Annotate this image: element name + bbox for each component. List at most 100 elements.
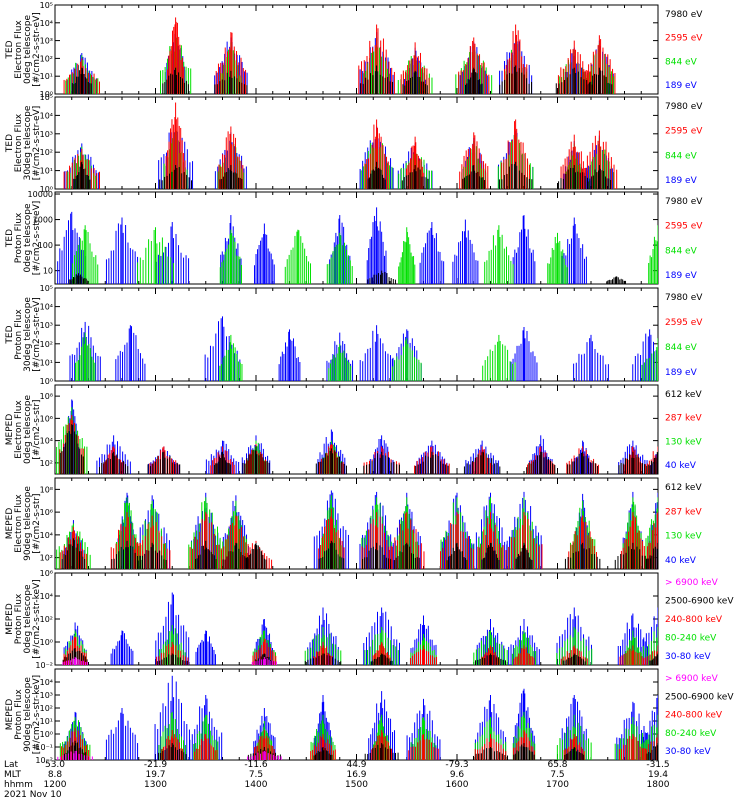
y-axis-label: [#/cm2-s-str-eV] — [32, 297, 42, 372]
legend-entry: 2595 eV — [665, 34, 703, 44]
y-tick-label: 10² — [40, 459, 53, 468]
y-axis-label: Electron Flux — [14, 494, 24, 553]
legend-entry: 2500-6900 keV — [665, 692, 734, 702]
y-axis-label: TED — [5, 134, 15, 153]
data-layer — [63, 17, 616, 94]
legend-entry: 2595 eV — [665, 318, 703, 328]
y-tick-label: 10⁴ — [40, 19, 53, 28]
legend-entry: 189 eV — [665, 176, 698, 186]
y-axis-label: MEPED — [5, 699, 15, 731]
y-axis-label: 0deg telescope — [23, 203, 33, 273]
data-layer — [56, 490, 658, 569]
y-tick-label: 10² — [40, 340, 53, 349]
series-green — [72, 225, 658, 284]
y-axis-label: Proton Flux — [14, 689, 24, 740]
y-tick-label: 10³ — [40, 321, 53, 330]
y-tick-label: 10¹ — [40, 167, 53, 176]
legend-entry: 844 eV — [665, 343, 698, 353]
panel-2: 10⁰ 10¹ 10² 10³ 10⁴ 10⁵ TED Electron Flux 30deg … — [5, 93, 703, 194]
y-axis-label: TED — [5, 325, 15, 344]
y-tick-label: 10² — [40, 554, 53, 563]
y-tick-label: 10⁴ — [40, 531, 53, 540]
legend-entry: 612 keV — [665, 390, 702, 400]
legend-entry: 240-800 keV — [665, 615, 723, 625]
legend-entry: > 6900 keV — [665, 578, 719, 588]
legend-entry: 130 keV — [665, 532, 702, 542]
y-axis-label: 30deg telescope — [23, 105, 33, 180]
y-tick-label: 10⁰ — [40, 90, 53, 99]
legend-entry: 612 keV — [665, 483, 702, 493]
y-axis-label: MEPED — [5, 414, 15, 446]
y-tick-label: 10 — [43, 267, 53, 276]
panel-3: 10 100 1000 10000 TED Proton Flux 0deg telesco… — [5, 190, 703, 285]
y-tick-label: 10⁰ — [40, 730, 53, 739]
panel-6: 10² 10⁴ 10⁶ 10⁸ MEPED Electron Flux 90deg tele… — [5, 477, 702, 570]
y-tick-label: 10⁴ — [40, 437, 53, 446]
y-tick-label: 10⁻² — [35, 661, 53, 670]
y-tick-label: 10⁴ — [40, 592, 53, 601]
y-tick-label: 10⁵ — [40, 1, 53, 10]
legend-entry: 844 eV — [665, 151, 698, 161]
series-black — [73, 161, 612, 189]
y-tick-label: 10² — [40, 704, 53, 713]
panel-4: 10⁰ 10¹ 10² 10³ 10⁴ 10⁵ TED Proton Flux 30deg te… — [5, 284, 703, 386]
y-tick-label: 10⁰ — [40, 638, 53, 647]
legend-entry: 130 keV — [665, 437, 702, 447]
series-blue — [66, 28, 614, 94]
y-tick-label: 10³ — [40, 37, 53, 46]
y-tick-label: 10¹ — [40, 72, 53, 81]
panel-1: 10⁰ 10¹ 10² 10³ 10⁴ 10⁵ TED Electron Flux 0deg t… — [5, 1, 703, 99]
legend-entry: 30-80 keV — [665, 747, 711, 757]
legend-entry: 189 eV — [665, 271, 698, 281]
data-layer — [69, 316, 658, 381]
legend-entry: 2595 eV — [665, 127, 703, 137]
legend-entry: 189 eV — [665, 368, 698, 378]
y-axis-label: Electron Flux — [14, 400, 24, 459]
panel-8: 10⁻² 10⁻¹ 10⁰ 10¹ 10² 10³ 10⁴ MEPED Proton Flux 9… — [5, 668, 734, 765]
panel-5: 10² 10⁴ 10⁶ 10⁸ MEPED Electron Flux 0deg teles… — [5, 384, 702, 475]
legend-entry: 80-240 keV — [665, 634, 717, 644]
y-axis-label: [#/cm2-s-str] — [32, 399, 42, 459]
y-tick-label: 10⁴ — [40, 303, 53, 312]
legend-entry: 2595 eV — [665, 222, 703, 232]
y-axis-label: TED — [5, 40, 15, 59]
legend-entry: 7980 eV — [665, 197, 703, 207]
data-layer — [57, 675, 658, 760]
series-blue — [64, 120, 613, 189]
y-axis-label: MEPED — [5, 508, 15, 540]
y-tick-label: 10⁵ — [40, 284, 53, 293]
y-axis-label: [#/cm2-s-str-keV] — [32, 675, 42, 754]
legend-entry: 40 keV — [665, 461, 697, 471]
y-tick-label: 10² — [40, 615, 53, 624]
y-axis-label: 30deg telescope — [23, 297, 33, 372]
y-axis-label: Electron Flux — [14, 20, 24, 79]
y-tick-label: 10⁶ — [40, 508, 53, 517]
series-red — [63, 17, 616, 94]
y-tick-label: 1000 — [33, 216, 53, 225]
y-axis-label: Proton Flux — [14, 212, 24, 263]
legend-entry: 844 eV — [665, 246, 698, 256]
y-tick-label: 10³ — [40, 691, 53, 700]
legend-entry: 2500-6900 keV — [665, 597, 734, 607]
y-tick-label: 10⁶ — [40, 414, 53, 423]
y-tick-label: 10¹ — [40, 358, 53, 367]
series-black — [61, 538, 658, 569]
y-axis-label: 0deg telescope — [23, 584, 33, 654]
y-axis-label: 0deg telescope — [23, 15, 33, 85]
y-tick-label: 10⁸ — [40, 485, 53, 494]
series-green — [74, 332, 658, 381]
y-tick-label: 10⁰ — [40, 185, 53, 194]
y-axis-label: [#/cm2-s-str-eV] — [32, 201, 42, 276]
series-magenta — [62, 656, 277, 665]
y-tick-label: 10⁻² — [35, 756, 53, 765]
panel-7: 10⁻² 10⁰ 10² 10⁴ 10⁶ MEPED Proton Flux 0deg tel… — [5, 569, 734, 670]
y-axis-label: 90deg telescope — [23, 486, 33, 561]
y-axis-label: Electron Flux — [14, 113, 24, 172]
y-axis-label: 90deg telescope — [23, 677, 33, 752]
y-axis-label: [#/cm2-s-str-eV] — [32, 106, 42, 181]
legend-entry: > 6900 keV — [665, 674, 719, 684]
legend-entry: 30-80 keV — [665, 652, 711, 662]
y-axis-label: [#/cm2-s-str-keV] — [32, 579, 42, 658]
legend-entry: 7980 eV — [665, 293, 703, 303]
